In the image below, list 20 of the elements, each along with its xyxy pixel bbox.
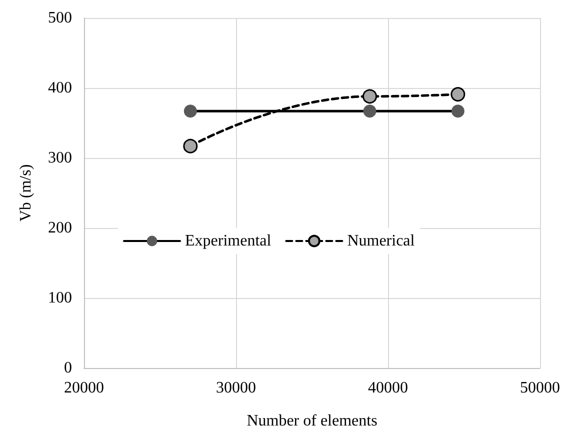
legend-label: Experimental (185, 232, 272, 250)
point (183, 138, 198, 154)
y-axis-title: Vb (m/s) (18, 164, 34, 222)
y-tick-label: 400 (48, 80, 72, 96)
y-tick-label: 200 (48, 220, 72, 236)
point (451, 104, 464, 118)
y-tick-label: 100 (48, 290, 72, 306)
x-tick-label: 30000 (216, 380, 256, 396)
y-tick-label: 500 (48, 10, 72, 26)
x-tick-label: 20000 (64, 380, 104, 396)
y-tick-label: 0 (64, 360, 72, 376)
x-tick-label: 40000 (368, 380, 408, 396)
legend-label: Numerical (347, 232, 416, 250)
x-axis-title: Number of elements (246, 412, 378, 430)
y-tick-label: 300 (48, 150, 72, 166)
point (362, 89, 378, 104)
point (184, 104, 197, 118)
x-tick-label: 50000 (520, 380, 560, 396)
point (450, 87, 466, 102)
point (363, 104, 376, 118)
